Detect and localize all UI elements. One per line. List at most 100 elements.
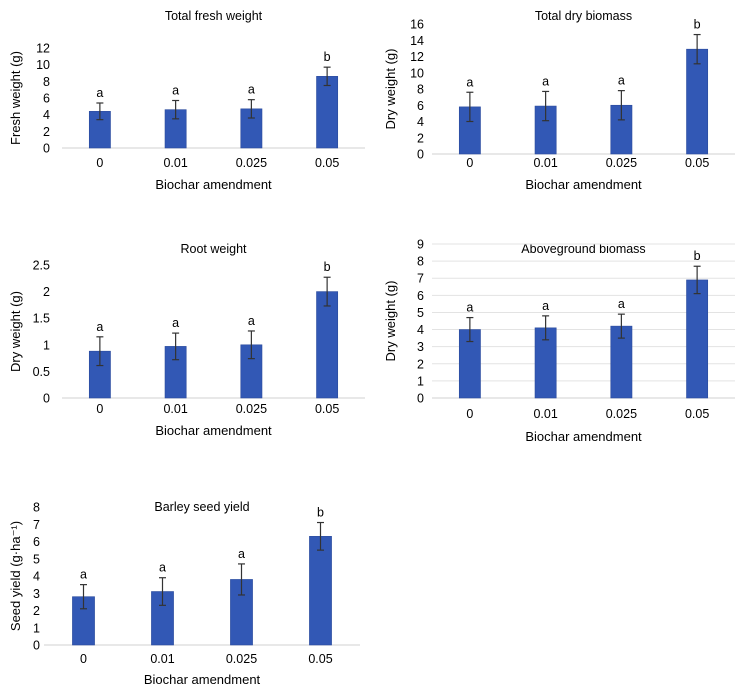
bar (316, 291, 339, 399)
y-tick-label: 4 (417, 323, 424, 337)
y-tick-label: 4 (33, 570, 40, 584)
x-axis-label: Biochar amendment (155, 423, 272, 438)
y-tick-label: 2 (43, 285, 50, 299)
significance-letter: b (324, 260, 331, 274)
y-axis-label: Dry weight (g) (383, 49, 398, 130)
significance-letter: a (96, 86, 103, 100)
significance-letter: b (694, 249, 701, 263)
y-axis-label: Dry weight (g) (383, 281, 398, 362)
significance-letter: a (618, 297, 625, 311)
significance-letter: b (694, 18, 701, 32)
significance-letter: a (248, 314, 255, 328)
y-tick-label: 7 (33, 518, 40, 532)
y-tick-label: 1 (43, 338, 50, 352)
y-tick-label: 0.5 (33, 365, 50, 379)
y-tick-label: 3 (417, 340, 424, 354)
y-tick-label: 1.5 (33, 312, 50, 326)
y-tick-label: 1 (33, 621, 40, 635)
y-tick-label: 0 (417, 148, 424, 162)
significance-letter: a (80, 568, 87, 582)
significance-letter: a (172, 316, 179, 330)
x-axis-label: Biochar amendment (155, 177, 272, 192)
y-tick-label: 8 (43, 75, 50, 89)
significance-letter: a (542, 74, 549, 88)
y-tick-label: 6 (417, 99, 424, 113)
y-tick-label: 8 (33, 501, 40, 515)
y-tick-label: 10 (410, 66, 424, 80)
y-tick-label: 2 (417, 131, 424, 145)
significance-letter: a (96, 320, 103, 334)
significance-letter: a (248, 83, 255, 97)
significance-letter: a (466, 75, 473, 89)
y-tick-label: 14 (410, 34, 424, 48)
x-tick-label: 0.05 (308, 652, 332, 666)
y-axis-label: Dry weight (g) (8, 291, 23, 372)
significance-letter: a (172, 84, 179, 98)
y-tick-label: 7 (417, 272, 424, 286)
chart-title: Total fresh weight (165, 9, 263, 23)
significance-letter: a (466, 301, 473, 315)
y-tick-label: 16 (410, 18, 424, 32)
chart-dry: Total dry biomass 0 2 4 6 8 10 12 14 16 a 0 a 0.01 a 0.… (383, 9, 735, 192)
chart-root: Root weight 0 0.5 1 1.5 2 2.5 a 0 a 0.01 a 0.025 b 0.0… (8, 242, 365, 438)
bar (686, 279, 709, 399)
bar (309, 536, 332, 646)
y-axis-label: Fresh weight (g) (8, 51, 23, 145)
significance-letter: b (317, 506, 324, 520)
y-tick-label: 0 (43, 392, 50, 406)
y-tick-label: 5 (33, 552, 40, 566)
y-tick-label: 1 (417, 374, 424, 388)
y-tick-label: 5 (417, 306, 424, 320)
y-tick-label: 9 (417, 238, 424, 252)
x-tick-label: 0.05 (685, 156, 709, 170)
x-axis-label: Biochar amendment (144, 672, 261, 687)
x-axis-label: Biochar amendment (525, 429, 642, 444)
x-tick-label: 0 (80, 652, 87, 666)
x-axis-label: Biochar amendment (525, 177, 642, 192)
chart-title: Root weight (180, 242, 247, 256)
x-tick-label: 0.025 (606, 156, 637, 170)
x-tick-label: 0.01 (533, 156, 557, 170)
y-tick-label: 6 (33, 535, 40, 549)
chart-above: Aboveground biomass 0 1 2 3 4 5 6 7 8 9 a 0 a 0.01 a 0.0… (383, 238, 735, 444)
y-tick-label: 10 (36, 58, 50, 72)
x-tick-label: 0.025 (226, 652, 257, 666)
y-tick-label: 2.5 (33, 259, 50, 273)
x-tick-label: 0.025 (606, 407, 637, 421)
x-tick-label: 0 (96, 156, 103, 170)
x-tick-label: 0.025 (236, 402, 267, 416)
y-tick-label: 6 (43, 92, 50, 106)
y-tick-label: 12 (36, 42, 50, 56)
x-tick-label: 0.01 (163, 156, 187, 170)
significance-letter: a (618, 74, 625, 88)
chart-seed: Barley seed yield 0 1 2 3 4 5 6 7 8 a 0 a 0.01 a 0.025 b… (8, 500, 360, 687)
chart-title: Barley seed yield (154, 500, 249, 514)
y-tick-label: 8 (417, 83, 424, 97)
y-tick-label: 0 (43, 142, 50, 156)
x-tick-label: 0 (466, 156, 473, 170)
y-tick-label: 3 (33, 587, 40, 601)
y-tick-label: 2 (43, 125, 50, 139)
y-axis-label: Seed yield (g·ha⁻¹) (8, 521, 23, 631)
y-tick-label: 4 (43, 108, 50, 122)
x-tick-label: 0.025 (236, 156, 267, 170)
y-tick-label: 0 (33, 639, 40, 653)
x-tick-label: 0.05 (685, 407, 709, 421)
significance-letter: a (238, 547, 245, 561)
y-tick-label: 6 (417, 289, 424, 303)
x-tick-label: 0.01 (150, 652, 174, 666)
y-tick-label: 2 (33, 604, 40, 618)
x-tick-label: 0.05 (315, 156, 339, 170)
y-tick-label: 12 (410, 50, 424, 64)
y-tick-label: 2 (417, 357, 424, 371)
x-tick-label: 0 (96, 402, 103, 416)
chart-title: Aboveground biomass (521, 242, 645, 256)
y-tick-label: 0 (417, 392, 424, 406)
y-tick-label: 8 (417, 255, 424, 269)
chart-title: Total dry biomass (535, 9, 632, 23)
significance-letter: a (159, 561, 166, 575)
chart-fresh: Total fresh weight 0 2 4 6 8 10 12 a 0 a 0.01 a 0.025… (8, 9, 365, 192)
x-tick-label: 0.01 (163, 402, 187, 416)
y-tick-label: 4 (417, 115, 424, 129)
